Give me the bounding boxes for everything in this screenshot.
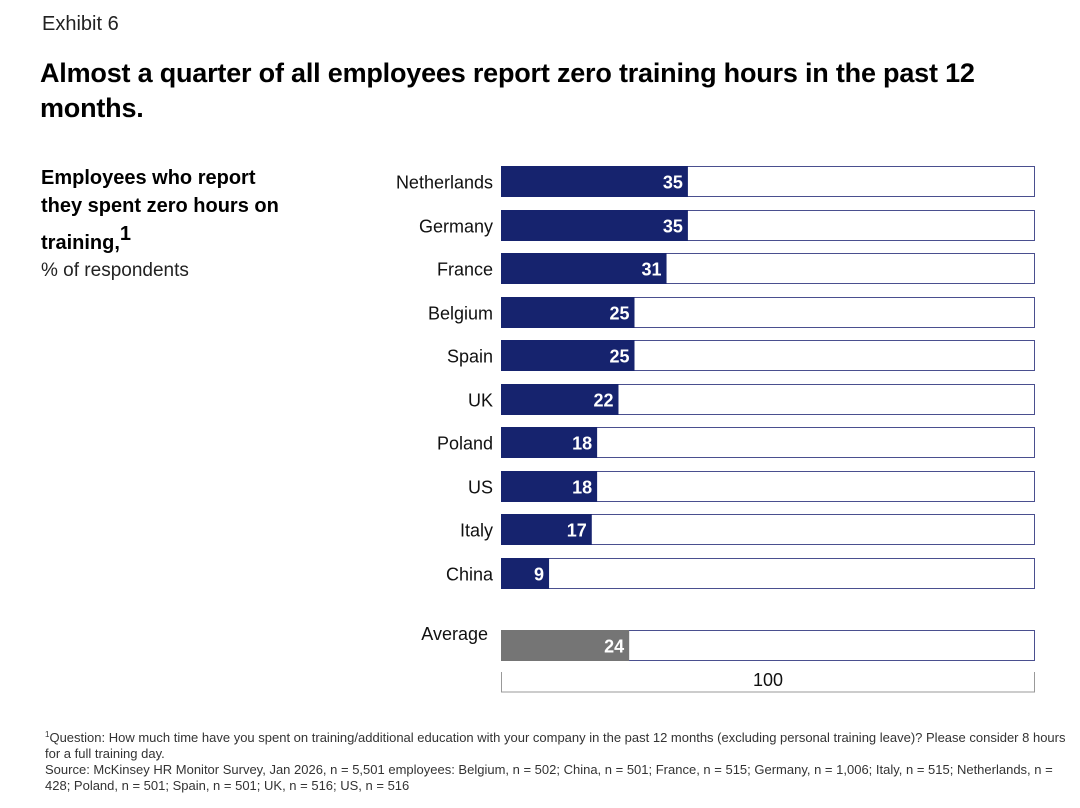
average-fill	[501, 630, 630, 661]
footnotes: 1Question: How much time have you spent …	[45, 727, 1075, 794]
bar-6-fill	[501, 427, 598, 458]
bar-2-fill	[501, 253, 667, 284]
average-value-label: 24	[604, 637, 624, 657]
bar-6-value-label: 18	[572, 434, 592, 454]
bar-7-value-label: 18	[572, 478, 592, 498]
bar-0-category-label: Netherlands	[396, 173, 493, 193]
bar-4-fill	[501, 340, 635, 371]
scale-max-label: 100	[753, 670, 783, 690]
bar-9-track	[501, 558, 1035, 589]
bar-0-fill	[501, 166, 688, 197]
footnote-question-text: Question: How much time have you spent o…	[45, 730, 1066, 761]
bar-2-value-label: 31	[642, 260, 662, 280]
footnote-question: 1Question: How much time have you spent …	[45, 727, 1075, 762]
bar-9-category-label: China	[446, 565, 494, 585]
exhibit-label: Exhibit 6	[42, 13, 119, 35]
bar-6-category-label: Poland	[437, 434, 493, 454]
footnote-marker: 1	[45, 730, 50, 739]
bar-8-fill	[501, 514, 592, 545]
bar-8-value-label: 17	[567, 521, 587, 541]
bar-0-value-label: 35	[663, 173, 683, 193]
bar-4-value-label: 25	[609, 347, 629, 367]
bar-1-fill	[501, 210, 688, 241]
scale-bracket	[501, 672, 1035, 693]
bar-3-value-label: 25	[609, 304, 629, 324]
bar-1-value-label: 35	[663, 217, 683, 237]
bar-9-fill	[501, 558, 550, 589]
bar-3-category-label: Belgium	[428, 304, 493, 324]
bar-8-category-label: Italy	[460, 521, 493, 541]
bar-2-category-label: France	[437, 260, 493, 280]
average-category-label: Average	[421, 624, 488, 644]
bar-4-category-label: Spain	[447, 347, 493, 367]
chart-subtitle: Employees who report they spent zero hou…	[41, 165, 301, 285]
bar-chart: 35 Netherlands 35 Germany 31 France 25 Belgium 2…	[396, 166, 1035, 693]
unit-label: % of respondents	[41, 260, 189, 281]
bar-5-fill	[501, 384, 619, 415]
bar-9-value-label: 9	[534, 565, 544, 585]
subtitle-text: Employees who report they spent zero hou…	[41, 167, 279, 254]
bar-5-category-label: UK	[468, 391, 493, 411]
bar-1-category-label: Germany	[419, 217, 493, 237]
bar-7-fill	[501, 471, 598, 502]
chart-title: Almost a quarter of all employees report…	[40, 58, 975, 123]
bar-3-fill	[501, 297, 635, 328]
footnote-source: Source: McKinsey HR Monitor Survey, Jan …	[45, 762, 1053, 793]
bar-7-category-label: US	[468, 478, 493, 498]
subtitle-footnote-marker: 1	[119, 223, 132, 245]
bar-5-value-label: 22	[593, 391, 613, 411]
